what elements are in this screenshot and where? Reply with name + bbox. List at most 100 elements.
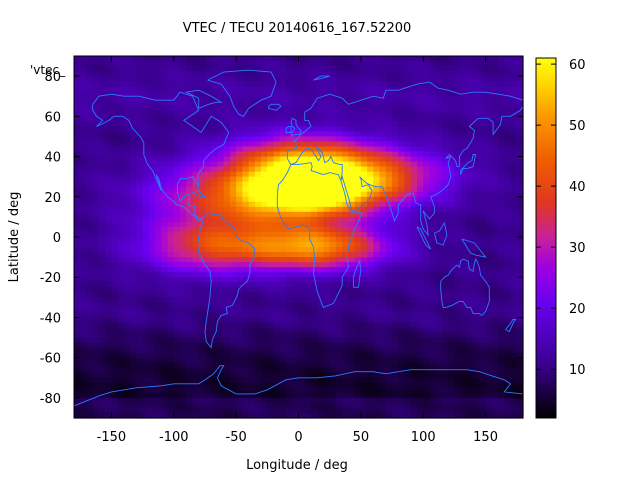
heatmap-cell [485,257,493,263]
heatmap-cell [292,211,300,218]
heatmap-cell [373,201,381,208]
heatmap-cell [460,216,468,223]
heatmap-cell [485,121,493,127]
heatmap-cell [429,342,437,349]
heatmap-cell [229,186,237,193]
heatmap-cell [211,257,219,263]
heatmap-cell [148,347,156,354]
heatmap-cell [261,242,268,248]
heatmap-cell [373,392,381,399]
heatmap-cell [354,287,362,293]
heatmap-cell [454,71,462,77]
heatmap-cell [229,377,237,384]
heatmap-cell [74,302,81,308]
heatmap-cell [155,372,162,379]
heatmap-cell [373,196,381,203]
heatmap-cell [242,121,250,127]
heatmap-cell [516,61,524,67]
heatmap-cell [435,347,443,354]
heatmap-cell [479,297,487,303]
heatmap-cell [379,91,387,97]
heatmap-cell [267,196,275,203]
heatmap-cell [323,347,331,354]
heatmap-cell [136,71,144,77]
heatmap-cell [498,257,505,263]
heatmap-cell [298,61,306,67]
heatmap-cell [173,262,181,268]
heatmap-cell [479,86,487,92]
heatmap-cell [186,392,194,399]
heatmap-cell [242,156,250,163]
heatmap-cell [254,211,262,218]
heatmap-cell [117,96,125,102]
heatmap-cell [448,322,456,329]
heatmap-cell [123,106,131,112]
heatmap-cell [448,141,456,148]
heatmap-cell [192,337,200,344]
heatmap-cell [310,387,318,394]
heatmap-cell [180,171,187,178]
heatmap-cell [155,317,162,324]
heatmap-cell [317,136,325,143]
heatmap-cell [111,332,119,339]
heatmap-cell [404,362,412,369]
heatmap-cell [310,312,318,319]
heatmap-cell [360,166,368,173]
heatmap-cell [354,76,362,82]
heatmap-cell [292,312,300,319]
heatmap-cell [329,191,337,198]
heatmap-cell [298,377,306,384]
heatmap-cell [279,106,287,112]
heatmap-cell [510,176,518,183]
heatmap-cell [142,101,150,107]
heatmap-cell [504,307,512,314]
heatmap-cell [398,66,406,72]
heatmap-cell [105,352,113,359]
heatmap-cell [392,337,399,344]
heatmap-cell [504,176,512,183]
heatmap-cell [111,206,119,213]
heatmap-cell [242,61,250,67]
heatmap-cell [242,292,250,298]
heatmap-cell [423,116,431,122]
heatmap-cell [74,292,81,298]
heatmap-cell [105,191,113,198]
heatmap-cell [460,262,468,268]
heatmap-cell [360,126,368,133]
heatmap-cell [211,156,219,163]
heatmap-cell [261,91,268,97]
heatmap-cell [354,257,362,263]
heatmap-cell [441,201,449,208]
heatmap-cell [229,201,237,208]
heatmap-cell [360,397,368,404]
heatmap-cell [404,297,412,303]
heatmap-cell [98,307,106,314]
heatmap-cell [136,322,144,329]
heatmap-cell [204,176,212,183]
heatmap-cell [248,186,256,193]
heatmap-cell [211,292,219,298]
heatmap-cell [192,186,200,193]
heatmap-cell [105,332,113,339]
heatmap-cell [242,136,250,143]
heatmap-cell [80,342,88,349]
heatmap-cell [342,307,349,314]
heatmap-cell [180,116,187,122]
heatmap-cell [111,106,119,112]
heatmap-cell [86,337,94,344]
heatmap-cell [267,221,275,228]
heatmap-cell [180,292,187,298]
heatmap-cell [485,206,493,213]
heatmap-cell [279,282,287,288]
heatmap-cell [429,71,437,77]
heatmap-cell [466,242,474,248]
heatmap-cell [473,392,480,399]
heatmap-cell [217,262,225,268]
heatmap-cell [123,211,131,218]
heatmap-cell [217,146,225,153]
heatmap-cell [466,287,474,293]
heatmap-cell [248,372,256,379]
heatmap-cell [254,327,262,334]
heatmap-cell [304,61,312,67]
heatmap-cell [510,131,518,138]
